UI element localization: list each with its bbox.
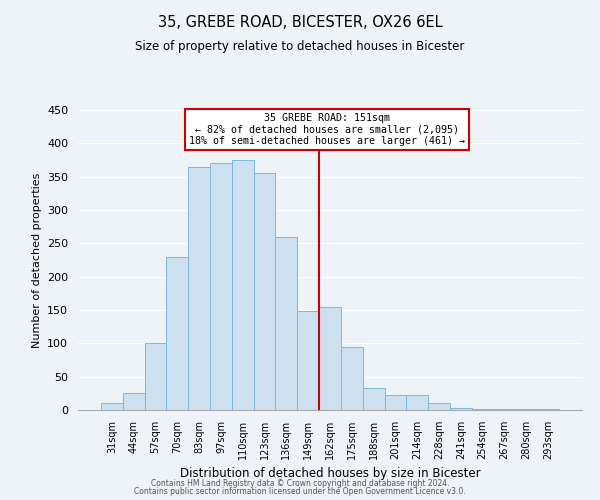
Bar <box>450 408 472 410</box>
Bar <box>406 396 428 410</box>
Text: Size of property relative to detached houses in Bicester: Size of property relative to detached ho… <box>136 40 464 53</box>
Bar <box>210 164 232 410</box>
Bar <box>537 408 559 410</box>
Bar <box>275 236 297 410</box>
Bar <box>385 396 406 410</box>
Text: Contains public sector information licensed under the Open Government Licence v3: Contains public sector information licen… <box>134 487 466 496</box>
Bar <box>363 388 385 410</box>
Bar <box>232 160 254 410</box>
X-axis label: Distribution of detached houses by size in Bicester: Distribution of detached houses by size … <box>179 468 481 480</box>
Bar <box>254 174 275 410</box>
Bar <box>123 394 145 410</box>
Bar <box>188 166 210 410</box>
Bar <box>428 404 450 410</box>
Bar <box>297 312 319 410</box>
Bar <box>166 256 188 410</box>
Text: 35 GREBE ROAD: 151sqm
← 82% of detached houses are smaller (2,095)
18% of semi-d: 35 GREBE ROAD: 151sqm ← 82% of detached … <box>190 113 466 146</box>
Y-axis label: Number of detached properties: Number of detached properties <box>32 172 41 348</box>
Text: Contains HM Land Registry data © Crown copyright and database right 2024.: Contains HM Land Registry data © Crown c… <box>151 478 449 488</box>
Bar <box>341 346 363 410</box>
Bar <box>319 306 341 410</box>
Bar <box>101 404 123 410</box>
Bar <box>472 408 494 410</box>
Bar <box>145 344 166 410</box>
Text: 35, GREBE ROAD, BICESTER, OX26 6EL: 35, GREBE ROAD, BICESTER, OX26 6EL <box>158 15 442 30</box>
